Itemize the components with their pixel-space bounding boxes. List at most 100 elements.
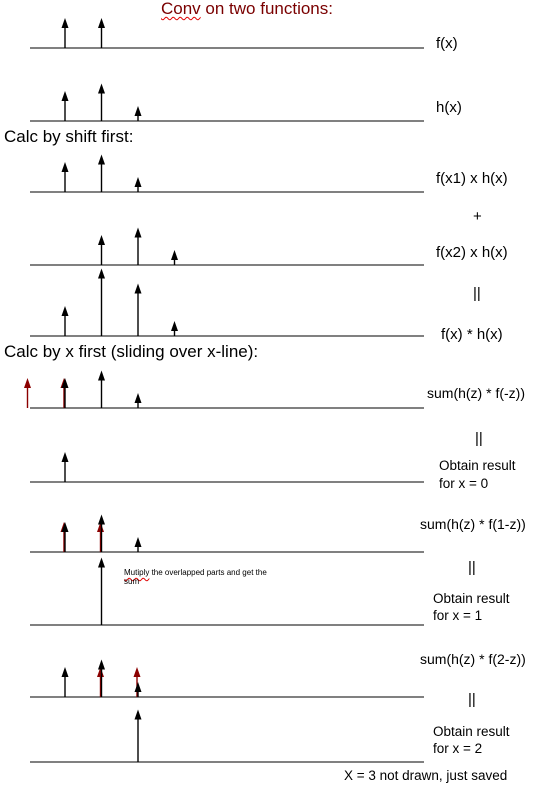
impulse-arrow	[134, 393, 142, 408]
arrow-head	[134, 283, 142, 294]
equals-sign-1: ||	[473, 285, 481, 302]
impulse-arrow	[134, 537, 142, 552]
flipped-impulse-arrow	[133, 667, 141, 697]
impulse-arrow	[61, 91, 69, 121]
plot-row-slide-1	[30, 514, 424, 553]
arrow-head	[61, 91, 69, 101]
plot-row-f-x1-h	[30, 154, 424, 193]
convolution-label: f(x) * h(x)	[441, 326, 503, 343]
arrow-head	[98, 370, 105, 381]
impulse-arrow	[98, 659, 105, 697]
equals-sign-3: ||	[468, 559, 476, 576]
shift-first-heading: Calc by shift first:	[4, 127, 134, 146]
impulse-arrow	[98, 154, 105, 192]
plot-row-conv	[30, 268, 424, 337]
f-label: f(x)	[436, 35, 458, 52]
arrow-head	[98, 557, 105, 568]
arrow-head	[97, 667, 104, 677]
note-word: Mutiply	[124, 568, 150, 577]
arrow-head	[134, 106, 142, 116]
impulse-arrow	[98, 268, 105, 336]
overlap-note: Mutiply the overlapped parts and get the…	[124, 568, 284, 586]
footer-note: X = 3 not drawn, just saved	[344, 768, 508, 783]
impulse-arrow	[61, 306, 69, 336]
impulse-arrow	[134, 177, 142, 192]
impulse-arrow	[171, 250, 178, 265]
fx1-times-h-label: f(x1) x h(x)	[436, 170, 508, 187]
result-x2-line2: for x = 2	[433, 741, 483, 756]
arrow-head	[61, 522, 69, 532]
plot-row-f-x2-h	[30, 227, 424, 266]
flipped-impulse-arrow	[97, 522, 104, 552]
arrow-head	[98, 154, 105, 165]
impulse-arrow	[61, 452, 69, 482]
x-first-heading: Calc by x first (sliding over x-line):	[4, 342, 259, 361]
plot-row-result-1	[30, 557, 424, 626]
arrow-head	[133, 667, 141, 677]
plot-row-result-2	[30, 709, 424, 763]
impulse-arrow	[98, 370, 105, 408]
arrow-head	[171, 321, 178, 331]
impulse-arrow	[98, 514, 105, 552]
diagram-title: Conv on two functions:	[161, 0, 333, 17]
arrow-head	[134, 393, 142, 403]
result-x1-line2: for x = 1	[433, 608, 483, 623]
impulse-arrow	[98, 18, 105, 48]
flipped-impulse-arrow	[97, 667, 104, 697]
impulse-arrow	[98, 235, 105, 265]
impulse-arrow	[61, 522, 69, 552]
plot-row-slide-2	[30, 659, 424, 698]
equals-sign-2: ||	[475, 430, 483, 447]
arrow-head	[61, 667, 69, 677]
equals-sign-4: ||	[468, 691, 476, 708]
arrow-head	[98, 659, 105, 670]
title-word: Conv	[161, 0, 201, 18]
sum-label-x1: sum(h(z) * f(1-z))	[420, 516, 526, 532]
impulse-arrow	[134, 682, 142, 697]
sum-label-x2: sum(h(z) * f(2-z))	[420, 651, 526, 667]
arrow-head	[98, 268, 105, 279]
impulse-arrow	[98, 83, 105, 121]
arrow-head	[24, 378, 31, 388]
arrow-head	[98, 514, 105, 525]
impulse-arrow	[134, 227, 142, 265]
arrow-head	[98, 18, 105, 28]
fx2-times-h-label: f(x2) x h(x)	[436, 244, 508, 261]
arrow-head	[97, 522, 104, 532]
impulse-arrow	[61, 378, 69, 408]
arrow-head	[61, 18, 69, 28]
result-x0-line1: Obtain result	[439, 458, 516, 473]
result-x2-line1: Obtain result	[433, 724, 510, 739]
impulse-arrow	[98, 557, 105, 625]
note-rest: the overlapped parts and get the sum	[124, 568, 267, 586]
impulse-arrow	[134, 106, 142, 121]
impulse-arrow	[61, 162, 69, 192]
arrow-head	[98, 235, 105, 245]
flipped-impulse-arrow	[24, 378, 31, 408]
arrow-head	[134, 682, 142, 692]
arrow-head	[171, 250, 178, 260]
impulse-arrow	[134, 283, 142, 336]
plot-row-result-0	[30, 452, 424, 483]
impulse-arrow	[61, 667, 69, 697]
result-x0-line2: for x = 0	[439, 476, 489, 491]
sum-label-x0: sum(h(z) * f(-z))	[427, 385, 525, 401]
arrow-head	[134, 709, 142, 720]
impulse-arrow	[171, 321, 178, 336]
title-rest: on two functions:	[200, 0, 333, 18]
plot-row-slide-0	[24, 370, 424, 409]
arrow-head	[134, 537, 142, 547]
impulse-arrow	[134, 709, 142, 762]
plus-sign: +	[473, 208, 482, 225]
h-label: h(x)	[436, 99, 462, 116]
arrow-head	[61, 306, 69, 316]
plot-row-h	[30, 83, 424, 122]
result-x1-line1: Obtain result	[433, 591, 510, 606]
impulse-arrow	[61, 18, 69, 48]
arrow-head	[61, 452, 69, 462]
arrow-head	[61, 162, 69, 172]
arrow-head	[134, 227, 142, 238]
plot-row-f	[30, 18, 424, 49]
